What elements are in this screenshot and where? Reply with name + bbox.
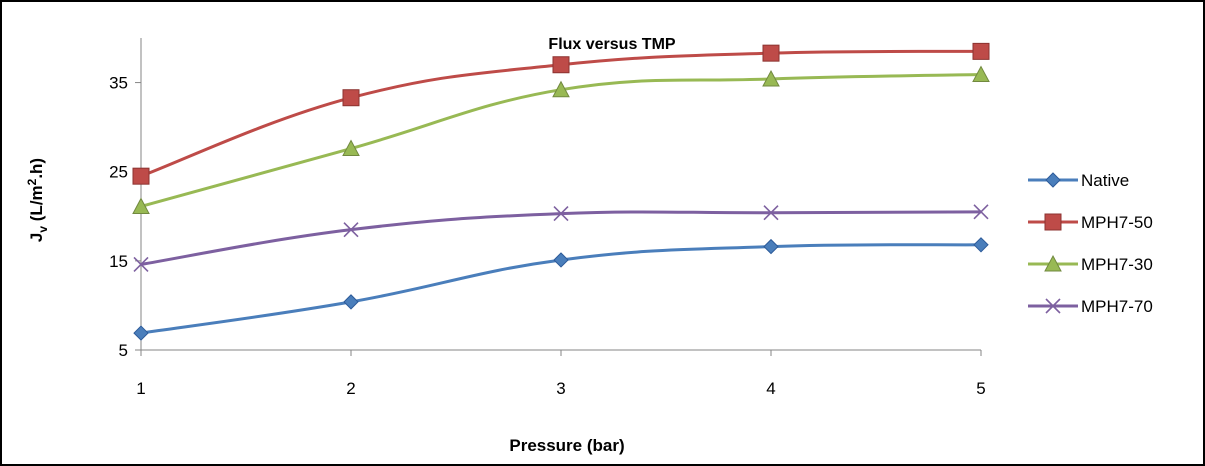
x-tick-label: 3 [556, 379, 565, 398]
data-point-mph7-70 [973, 204, 989, 220]
data-point-mph7-70 [343, 222, 359, 238]
data-point-native [973, 237, 989, 253]
data-point-native [343, 294, 359, 310]
x-tick-label: 2 [346, 379, 355, 398]
data-point-mph7-70-stroke [133, 256, 149, 272]
data-point-mph7-50 [762, 44, 780, 62]
data-point-mph7-70 [133, 256, 149, 272]
legend-label: MPH7-70 [1081, 297, 1153, 316]
legend-item-mph7-30: MPH7-30 [1028, 254, 1153, 274]
y-axis-title-sup: 2 [25, 178, 39, 185]
series-mph7-70 [133, 204, 989, 272]
data-point-mph7-30 [342, 139, 360, 157]
legend-swatch-marker [1044, 213, 1062, 231]
x-axis-title: Pressure (bar) [509, 436, 624, 455]
data-point-native [133, 325, 149, 341]
legend-swatch-marker [1045, 298, 1061, 314]
legend-item-mph7-50: MPH7-50 [1028, 213, 1153, 232]
legend-item-native: Native [1028, 171, 1129, 190]
x-tick-label: 5 [976, 379, 985, 398]
data-point-mph7-50 [972, 42, 990, 60]
y-axis-title-main: J [27, 233, 46, 242]
legend-swatch-marker [1045, 172, 1061, 188]
chart-title: Flux versus TMP [548, 36, 675, 53]
y-tick-label: 5 [119, 341, 128, 360]
legend-item-mph7-70: MPH7-70 [1028, 297, 1153, 316]
legend-swatch-marker-stroke [1045, 298, 1061, 314]
data-point-mph7-70-stroke [763, 205, 779, 221]
data-point-mph7-70 [553, 206, 569, 222]
legend-label: Native [1081, 171, 1129, 190]
x-tick-label: 4 [766, 379, 775, 398]
y-axis-title-rest: (L/m [27, 185, 46, 226]
y-axis-title-sub: v [36, 226, 50, 233]
data-point-mph7-50 [342, 89, 360, 107]
data-point-mph7-30 [552, 80, 570, 98]
y-axis-title: Jv (L/m2.h) [25, 158, 50, 242]
data-point-mph7-70-stroke [973, 204, 989, 220]
series-mph7-30 [132, 65, 990, 214]
y-axis-title-end: .h) [27, 158, 46, 179]
data-point-mph7-30 [972, 65, 990, 83]
data-point-mph7-30 [132, 197, 150, 214]
data-point-native [553, 252, 569, 268]
series-layer [132, 42, 990, 341]
data-point-mph7-70 [763, 205, 779, 221]
series-mph7-50 [132, 42, 990, 185]
y-tick-label: 15 [109, 252, 128, 271]
y-tick-label: 35 [109, 74, 128, 93]
data-point-mph7-50 [132, 167, 150, 185]
legend-label: MPH7-50 [1081, 213, 1153, 232]
series-native [133, 237, 989, 341]
data-point-mph7-50 [552, 56, 570, 74]
legend-label: MPH7-30 [1081, 255, 1153, 274]
y-tick-label: 25 [109, 163, 128, 182]
x-tick-label: 1 [136, 379, 145, 398]
data-point-mph7-70-stroke [553, 206, 569, 222]
data-point-native [763, 238, 779, 255]
legend: Native MPH7-50 MPH7-30 MPH7-70 [1028, 171, 1153, 316]
data-point-mph7-30 [762, 69, 780, 87]
data-point-mph7-70-stroke [343, 222, 359, 238]
legend-swatch-marker [1044, 254, 1062, 272]
